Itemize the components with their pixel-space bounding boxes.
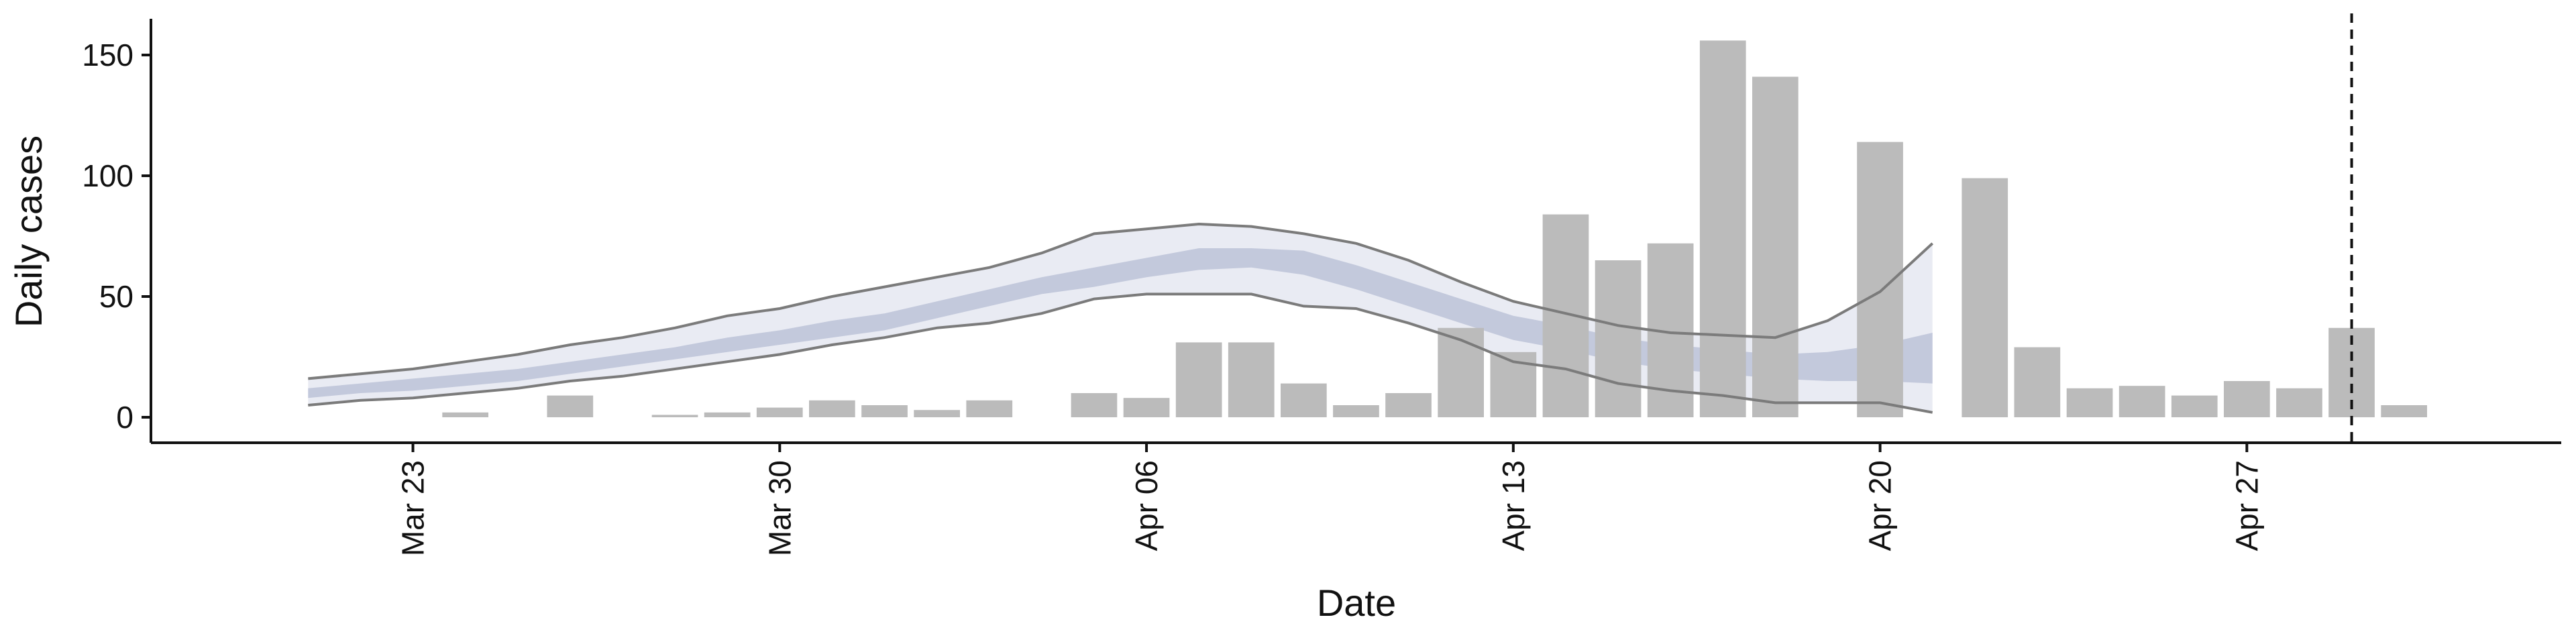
bar-2020-04-20: [1857, 142, 1903, 417]
bar-2020-04-15: [1595, 260, 1642, 417]
bar-2020-04-02: [914, 410, 960, 417]
bar-2020-03-29: [704, 412, 751, 417]
estimate-lines: [308, 222, 1934, 414]
bar-2020-04-27: [2224, 381, 2270, 417]
bar-2020-04-05: [1071, 393, 1118, 417]
axes: 0 50 100 150 Mar 23 Mar 30 Apr 06 Apr 13 Apr 20…: [82, 19, 2561, 556]
bar-2020-04-10: [1333, 405, 1379, 417]
x-ticks: Mar 23 Mar 30 Apr 06 Apr 13 Apr 20 Apr 27: [396, 443, 2264, 556]
bar-2020-04-07: [1175, 342, 1222, 417]
bar-2020-04-17: [1699, 40, 1746, 417]
x-axis-title: Date: [1317, 582, 1396, 624]
x-tick-label: Mar 23: [396, 460, 431, 556]
x-tick-label: Apr 27: [2229, 460, 2264, 551]
x-tick-label: Apr 13: [1496, 460, 1531, 551]
bar-2020-04-09: [1281, 383, 1327, 417]
bar-2020-03-28: [651, 415, 698, 417]
x-tick-label: Mar 30: [762, 460, 797, 556]
bar-2020-03-30: [756, 407, 803, 417]
bar-2020-04-30: [2381, 405, 2427, 417]
bar-2020-04-03: [966, 400, 1013, 417]
bar-2020-04-28: [2276, 388, 2322, 417]
bar-2020-04-11: [1385, 393, 1432, 417]
bar-2020-04-23: [2014, 347, 2061, 417]
bar-2020-04-18: [1752, 76, 1799, 418]
bar-2020-04-06: [1123, 398, 1170, 417]
bar-2020-03-24: [442, 412, 488, 417]
y-tick-label: 0: [116, 400, 133, 435]
bar-2020-04-26: [2171, 395, 2218, 417]
x-tick-label: Apr 06: [1129, 460, 1164, 551]
y-tick-label: 150: [82, 38, 133, 72]
x-tick-label: Apr 20: [1863, 460, 1898, 551]
bar-2020-04-01: [861, 405, 908, 417]
bar-2020-03-26: [547, 395, 594, 417]
bar-2020-04-12: [1438, 327, 1484, 417]
inner-credible-band: [308, 248, 1933, 398]
y-ticks: 0 50 100 150: [82, 38, 151, 435]
y-tick-label: 50: [99, 279, 133, 314]
bar-2020-04-22: [1962, 178, 2008, 417]
bar-2020-03-31: [809, 400, 855, 417]
bar-2020-04-08: [1228, 342, 1275, 417]
upper-bound-line: [308, 222, 1934, 380]
lower-bound-line: [308, 292, 1933, 414]
bar-2020-04-24: [2066, 388, 2113, 417]
y-tick-label: 100: [82, 158, 133, 193]
bar-2020-04-25: [2118, 386, 2165, 417]
y-axis-title: Daily cases: [7, 136, 50, 327]
